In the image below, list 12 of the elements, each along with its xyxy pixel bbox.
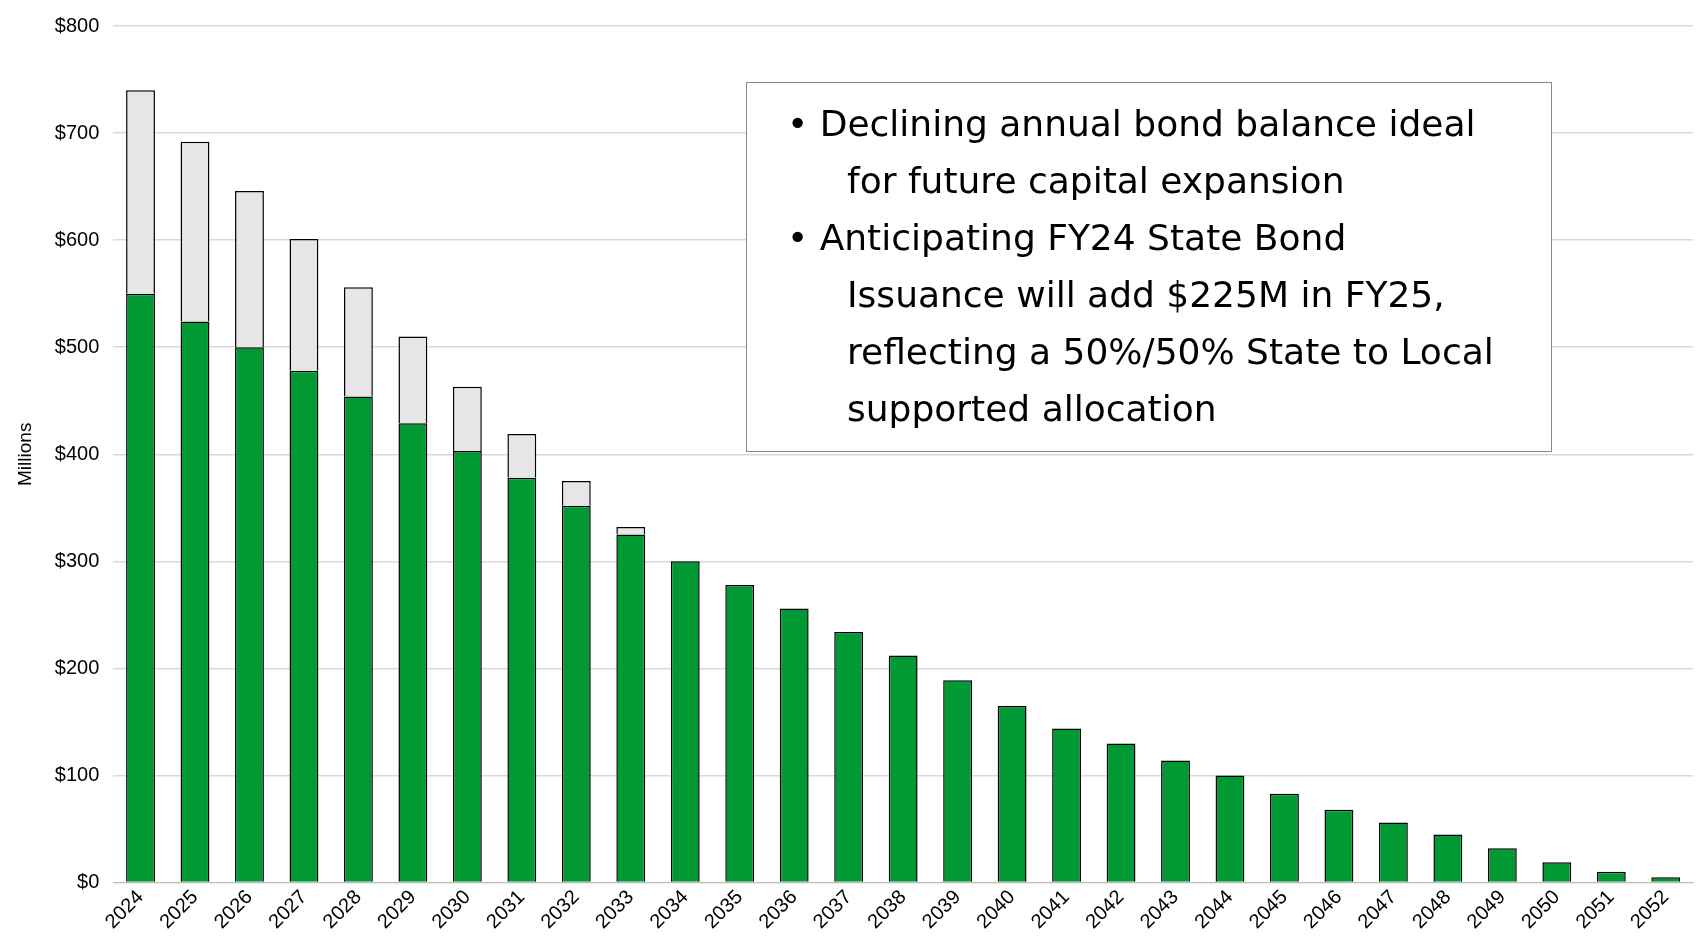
y-tick-label: $800 — [54, 13, 100, 36]
y-tick-label: $400 — [54, 441, 100, 464]
annotation: • Anticipating FY24 State Bond Issuance will add $225M in FY25, reflecting a 50%/50% State to Local supported allocation — [787, 216, 1495, 431]
y-tick-label: $0 — [77, 870, 100, 893]
y-tick-label: $200 — [54, 655, 100, 678]
y-tick-label: $500 — [54, 334, 100, 357]
y-tick-label: $700 — [54, 120, 100, 143]
annotation: • Declining annual bond balance ideal for future capital expansion — [787, 102, 1477, 203]
y-tick-label: $600 — [54, 227, 100, 250]
y-tick-label: $100 — [54, 763, 100, 786]
y-axis-title: Millions — [13, 422, 35, 486]
y-tick-label: $300 — [54, 548, 100, 571]
